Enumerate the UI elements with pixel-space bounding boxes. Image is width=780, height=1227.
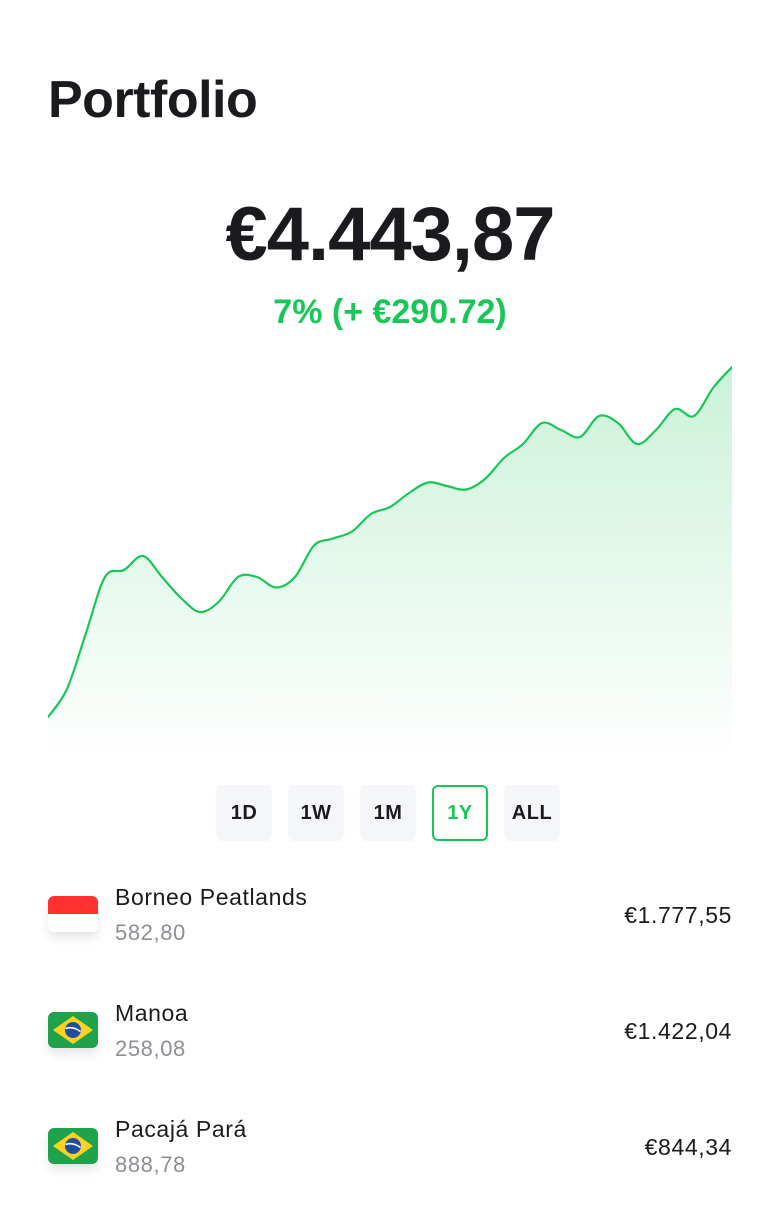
holding-quantity: 258,08 [115, 1036, 186, 1061]
range-button-1w[interactable]: 1W [288, 785, 344, 841]
holding-quantity: 582,80 [115, 920, 186, 945]
portfolio-balance: €4.443,87 [225, 192, 555, 277]
holding-name: Manoa [115, 1000, 189, 1026]
holdings-list: Borneo Peatlands 582,80 €1.777,55 Manoa … [48, 878, 732, 1226]
brazil-flag-icon [48, 1012, 98, 1048]
indonesia-flag-icon [48, 896, 98, 932]
range-button-1d[interactable]: 1D [216, 785, 272, 841]
range-button-all[interactable]: ALL [504, 785, 560, 841]
holding-row[interactable]: Manoa 258,08 €1.422,04 [48, 994, 732, 1110]
holding-value: €1.422,04 [624, 1018, 732, 1044]
portfolio-chart [48, 365, 732, 760]
portfolio-change: 7% (+ €290.72) [273, 293, 507, 331]
page-title: Portfolio [48, 71, 258, 129]
chart-area-fill [48, 367, 732, 760]
holding-value: €1.777,55 [624, 902, 732, 928]
holding-name: Pacajá Pará [115, 1116, 247, 1142]
brazil-flag-icon [48, 1128, 98, 1164]
holding-quantity: 888,78 [115, 1152, 186, 1177]
holding-value: €844,34 [644, 1134, 732, 1160]
holding-row[interactable]: Pacajá Pará 888,78 €844,34 [48, 1110, 732, 1226]
range-button-1m[interactable]: 1M [360, 785, 416, 841]
chart-line [48, 365, 732, 719]
holding-name: Borneo Peatlands [115, 884, 308, 910]
holding-row[interactable]: Borneo Peatlands 582,80 €1.777,55 [48, 878, 732, 994]
time-range-selector: 1D 1W 1M 1Y ALL [216, 785, 560, 841]
range-button-1y[interactable]: 1Y [432, 785, 488, 841]
